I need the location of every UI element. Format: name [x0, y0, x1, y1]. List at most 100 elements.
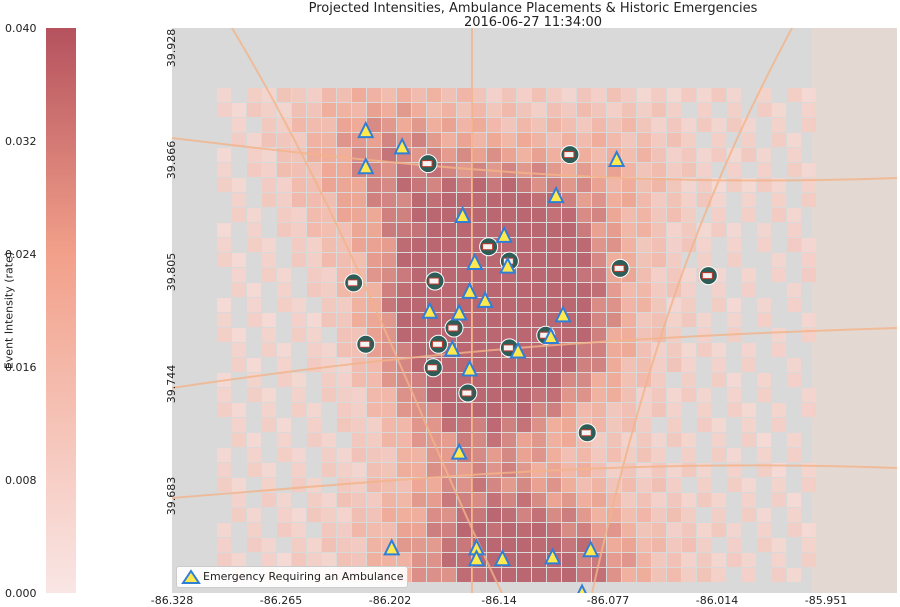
heatmap-cell [412, 178, 426, 192]
heatmap-cell [487, 148, 501, 162]
heatmap-cell [322, 268, 336, 282]
heatmap-cell [217, 148, 231, 162]
heatmap-cell [667, 568, 681, 582]
heatmap-cell [502, 493, 516, 507]
heatmap-cell [322, 313, 336, 327]
heatmap-cell [682, 358, 696, 372]
heatmap-cell [697, 403, 711, 417]
heatmap-cell [577, 148, 591, 162]
heatmap-cell [367, 463, 381, 477]
heatmap-cell [217, 328, 231, 342]
heatmap-cell [457, 163, 471, 177]
heatmap-cell [697, 343, 711, 357]
heatmap-cell [577, 478, 591, 492]
heatmap-cell [352, 448, 366, 462]
heatmap-cell [487, 103, 501, 117]
heatmap-cell [262, 343, 276, 357]
heatmap-cell [712, 148, 726, 162]
heatmap-cell [322, 388, 336, 402]
heatmap-cell [322, 133, 336, 147]
heatmap-cell [562, 283, 576, 297]
heatmap-cell [607, 88, 621, 102]
heatmap-cell [607, 118, 621, 132]
heatmap-cell [772, 268, 786, 282]
heatmap-cell [547, 88, 561, 102]
heatmap-cell [472, 118, 486, 132]
emergency-marker [547, 185, 565, 204]
heatmap-cell [802, 523, 816, 537]
heatmap-cell [457, 253, 471, 267]
emergency-marker [582, 539, 600, 558]
heatmap-cell [472, 478, 486, 492]
heatmap-cell [742, 208, 756, 222]
heatmap-cell [442, 133, 456, 147]
heatmap-cell [292, 193, 306, 207]
heatmap-cell [592, 208, 606, 222]
heatmap-cell [247, 163, 261, 177]
heatmap-cell [427, 88, 441, 102]
heatmap-cell [517, 223, 531, 237]
heatmap-cell [727, 298, 741, 312]
ambulance-icon [344, 273, 364, 293]
heatmap-cell [277, 358, 291, 372]
heatmap-cell [382, 283, 396, 297]
heatmap-cell [562, 553, 576, 567]
heatmap-cell [607, 313, 621, 327]
heatmap-cell [532, 223, 546, 237]
heatmap-cell [262, 268, 276, 282]
heatmap-cell [757, 508, 771, 522]
heatmap-cell [502, 178, 516, 192]
heatmap-cell [637, 448, 651, 462]
heatmap-cell [487, 418, 501, 432]
colorbar-label: Event Intensity (rate) [2, 251, 16, 370]
heatmap-cell [307, 493, 321, 507]
heatmap-cell [232, 118, 246, 132]
heatmap-cell [412, 523, 426, 537]
heatmap-cell [802, 313, 816, 327]
heatmap-cell [532, 268, 546, 282]
heatmap-cell [427, 178, 441, 192]
heatmap-cell [622, 538, 636, 552]
heatmap-cell [232, 433, 246, 447]
heatmap-cell [502, 298, 516, 312]
heatmap-cell [517, 313, 531, 327]
heatmap-cell [487, 313, 501, 327]
heatmap-cell [592, 373, 606, 387]
heatmap-cell [757, 448, 771, 462]
heatmap-cell [712, 223, 726, 237]
heatmap-cell [472, 103, 486, 117]
heatmap-cell [232, 553, 246, 567]
heatmap-cell [622, 508, 636, 522]
heatmap-cell [517, 148, 531, 162]
heatmap-cell [442, 298, 456, 312]
heatmap-cell [652, 478, 666, 492]
heatmap-cell [442, 538, 456, 552]
heatmap-cell [262, 178, 276, 192]
heatmap-cell [607, 433, 621, 447]
heatmap-cell [442, 238, 456, 252]
heatmap-cell [427, 538, 441, 552]
heatmap-cell [577, 568, 591, 582]
heatmap-cell [382, 268, 396, 282]
heatmap-cell [487, 283, 501, 297]
heatmap-cell [397, 433, 411, 447]
heatmap-cell [577, 343, 591, 357]
heatmap-cell [562, 103, 576, 117]
heatmap-cell [622, 553, 636, 567]
heatmap-cell [277, 223, 291, 237]
heatmap-cell [712, 508, 726, 522]
heatmap-cell [727, 238, 741, 252]
heatmap-cell [652, 463, 666, 477]
colorbar-tick: 0.024 [5, 248, 37, 261]
heatmap-cell [307, 313, 321, 327]
heatmap-cell [652, 493, 666, 507]
heatmap-cell [652, 133, 666, 147]
heatmap-cell [622, 223, 636, 237]
heatmap-cell [367, 523, 381, 537]
heatmap-cell [322, 253, 336, 267]
heatmap-cell [757, 433, 771, 447]
heatmap-cell [412, 253, 426, 267]
y-tick: 39.683 [164, 476, 178, 516]
heatmap-cell [787, 163, 801, 177]
heatmap-cell [547, 283, 561, 297]
